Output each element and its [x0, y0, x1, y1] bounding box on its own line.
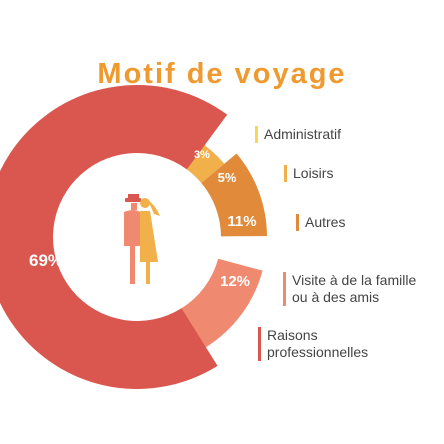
legend-label-line: ou à des amis: [292, 289, 380, 305]
arc-value-label-1: 3%: [194, 149, 210, 161]
legend-label: Visite à de la famille ou à des amis: [292, 272, 416, 306]
legend-item-1: Administratif: [255, 126, 341, 143]
woman-figure: [140, 198, 160, 284]
legend-label-line: Loisirs: [293, 165, 334, 181]
legend-color-bar: [255, 126, 258, 143]
man-figure: [124, 194, 141, 284]
legend-label: Autres: [305, 214, 345, 231]
traveler-man-woman-icon: [124, 194, 160, 284]
legend-color-bar: [258, 327, 261, 361]
arc-value-label-3: 11%: [227, 213, 256, 230]
arc-slice-5: [0, 85, 228, 389]
arc-value-label-2: 5%: [218, 170, 237, 185]
arc-slices: [0, 85, 267, 389]
legend-label: Administratif: [264, 126, 341, 143]
chart-title: Motif de voyage: [97, 58, 347, 90]
legend-label: Raisons professionnelles: [267, 327, 368, 361]
legend-item-3: Autres: [296, 214, 345, 231]
legend-color-bar: [296, 214, 299, 231]
arc-value-labels: 3% 5% 11% 12% 69%: [29, 149, 257, 290]
arc-value-label-4: 12%: [220, 273, 250, 290]
legend-color-bar: [284, 165, 287, 182]
legend-color-bar: [283, 272, 286, 306]
legend-item-4: Visite à de la famille ou à des amis: [283, 272, 416, 306]
legend-label-line: Visite à de la famille: [292, 272, 417, 288]
arc-value-label-5: 69%: [29, 251, 63, 270]
legend-label: Loisirs: [293, 165, 333, 182]
legend-label-line: Autres: [305, 214, 346, 230]
arc-slice-3: [201, 153, 267, 237]
legend-item-2: Loisirs: [284, 165, 333, 182]
legend-label-line: Raisons: [267, 327, 318, 343]
legend-label-line: Administratif: [264, 126, 342, 142]
arc-slice-4: [181, 258, 263, 348]
legend-item-5: Raisons professionnelles: [258, 327, 368, 361]
legend-label-line: professionnelles: [267, 344, 369, 360]
